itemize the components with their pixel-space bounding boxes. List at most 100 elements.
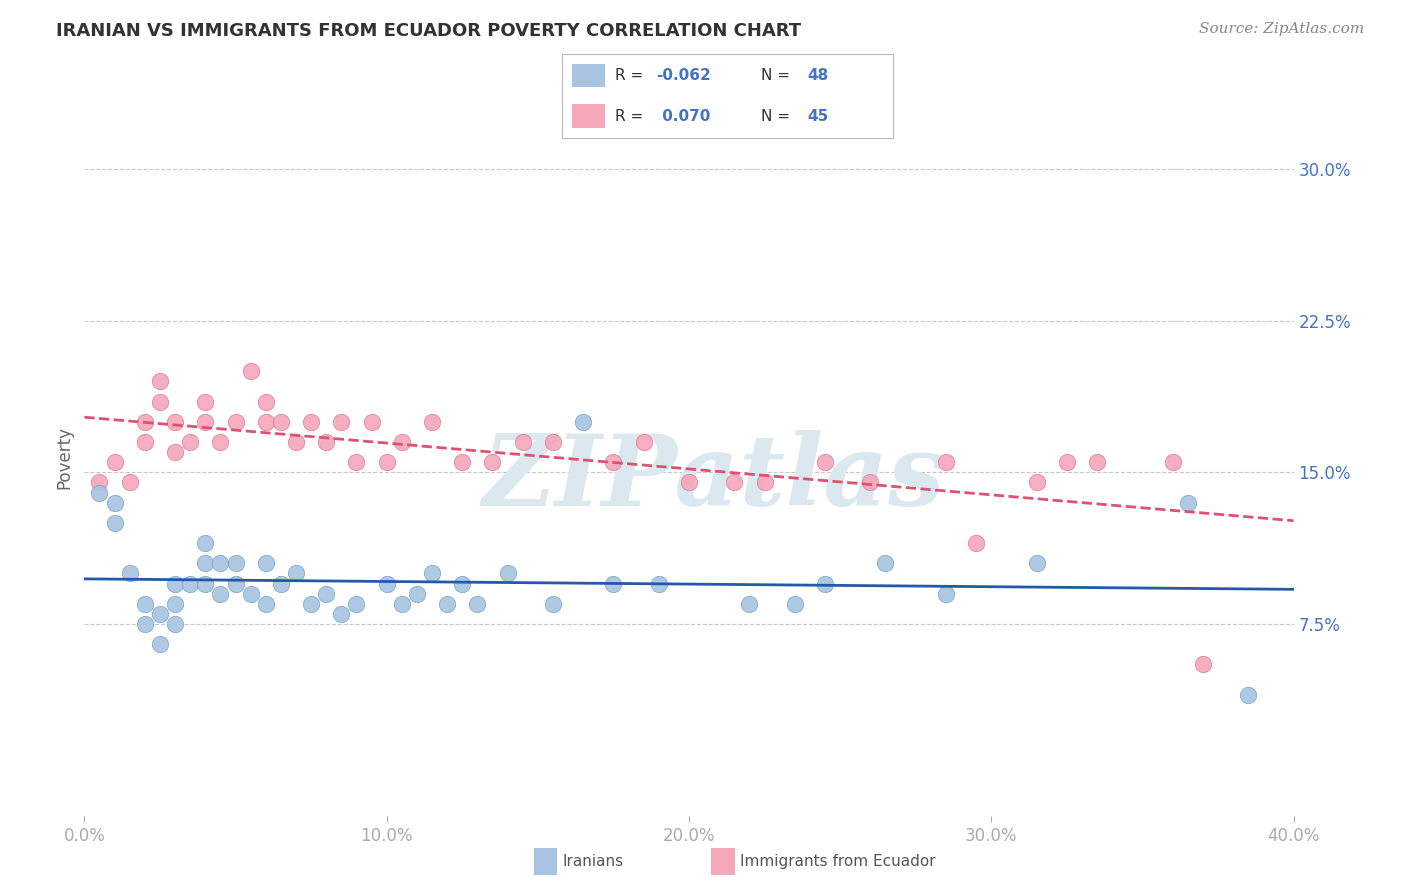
Point bbox=[648, 576, 671, 591]
Point bbox=[481, 455, 503, 469]
Point bbox=[165, 415, 187, 429]
Point bbox=[270, 576, 292, 591]
Text: -0.062: -0.062 bbox=[657, 68, 711, 83]
Text: 45: 45 bbox=[807, 109, 828, 124]
FancyBboxPatch shape bbox=[572, 104, 606, 128]
Point bbox=[134, 434, 156, 449]
Point bbox=[315, 434, 337, 449]
Text: N =: N = bbox=[761, 109, 794, 124]
Point bbox=[375, 576, 398, 591]
Point bbox=[194, 557, 217, 571]
Point bbox=[541, 597, 564, 611]
Point bbox=[254, 394, 277, 409]
Point bbox=[165, 445, 187, 459]
Point bbox=[194, 415, 217, 429]
Point bbox=[602, 576, 624, 591]
Point bbox=[118, 566, 141, 581]
Point bbox=[633, 434, 655, 449]
Point bbox=[285, 566, 308, 581]
Point bbox=[754, 475, 776, 490]
Point bbox=[149, 607, 172, 621]
Point bbox=[315, 587, 337, 601]
Point bbox=[1025, 557, 1047, 571]
Point bbox=[814, 455, 837, 469]
Point bbox=[541, 434, 564, 449]
Point bbox=[254, 597, 277, 611]
Point bbox=[299, 415, 322, 429]
Point bbox=[859, 475, 882, 490]
Point bbox=[1161, 455, 1184, 469]
Point bbox=[194, 536, 217, 550]
Point bbox=[965, 536, 987, 550]
Text: Iranians: Iranians bbox=[562, 855, 624, 869]
Point bbox=[391, 597, 413, 611]
Point bbox=[89, 485, 111, 500]
Point bbox=[512, 434, 534, 449]
Point bbox=[678, 475, 700, 490]
Point bbox=[496, 566, 519, 581]
Point bbox=[134, 617, 156, 632]
Text: 48: 48 bbox=[807, 68, 828, 83]
Point bbox=[225, 557, 247, 571]
Point bbox=[165, 617, 187, 632]
Point bbox=[254, 557, 277, 571]
Point bbox=[209, 587, 232, 601]
Point bbox=[149, 374, 172, 388]
Point bbox=[89, 475, 111, 490]
Point bbox=[391, 434, 413, 449]
Y-axis label: Poverty: Poverty bbox=[55, 425, 73, 489]
Point bbox=[330, 607, 353, 621]
Point bbox=[179, 576, 201, 591]
Point bbox=[285, 434, 308, 449]
Point bbox=[225, 415, 247, 429]
Text: R =: R = bbox=[616, 68, 648, 83]
Point bbox=[118, 475, 141, 490]
Point bbox=[194, 576, 217, 591]
Point bbox=[451, 455, 474, 469]
FancyBboxPatch shape bbox=[534, 848, 557, 875]
Point bbox=[330, 415, 353, 429]
Point bbox=[225, 576, 247, 591]
Point bbox=[1056, 455, 1078, 469]
Point bbox=[935, 455, 957, 469]
Point bbox=[239, 364, 262, 378]
FancyBboxPatch shape bbox=[711, 848, 734, 875]
Text: ZIPatlas: ZIPatlas bbox=[482, 431, 945, 527]
Point bbox=[572, 415, 595, 429]
Point bbox=[420, 415, 443, 429]
Point bbox=[165, 597, 187, 611]
Point bbox=[299, 597, 322, 611]
Point bbox=[935, 587, 957, 601]
Point bbox=[179, 434, 201, 449]
Point bbox=[1025, 475, 1047, 490]
Text: N =: N = bbox=[761, 68, 794, 83]
Text: 0.070: 0.070 bbox=[657, 109, 710, 124]
Point bbox=[209, 434, 232, 449]
Point bbox=[467, 597, 489, 611]
Point bbox=[420, 566, 443, 581]
Point bbox=[1237, 688, 1260, 702]
Point bbox=[738, 597, 761, 611]
Point bbox=[875, 557, 897, 571]
Point bbox=[783, 597, 806, 611]
Point bbox=[209, 557, 232, 571]
Text: R =: R = bbox=[616, 109, 648, 124]
Point bbox=[104, 455, 127, 469]
Point bbox=[346, 597, 368, 611]
Point bbox=[254, 415, 277, 429]
Point bbox=[814, 576, 837, 591]
Point bbox=[360, 415, 382, 429]
Text: IRANIAN VS IMMIGRANTS FROM ECUADOR POVERTY CORRELATION CHART: IRANIAN VS IMMIGRANTS FROM ECUADOR POVER… bbox=[56, 22, 801, 40]
Point bbox=[239, 587, 262, 601]
Point bbox=[375, 455, 398, 469]
Point bbox=[451, 576, 474, 591]
Point bbox=[1085, 455, 1108, 469]
Point bbox=[134, 597, 156, 611]
Point bbox=[1192, 657, 1215, 672]
Text: Immigrants from Ecuador: Immigrants from Ecuador bbox=[740, 855, 936, 869]
Point bbox=[194, 394, 217, 409]
Point bbox=[104, 516, 127, 530]
Point bbox=[149, 637, 172, 651]
Point bbox=[165, 576, 187, 591]
Point bbox=[723, 475, 745, 490]
